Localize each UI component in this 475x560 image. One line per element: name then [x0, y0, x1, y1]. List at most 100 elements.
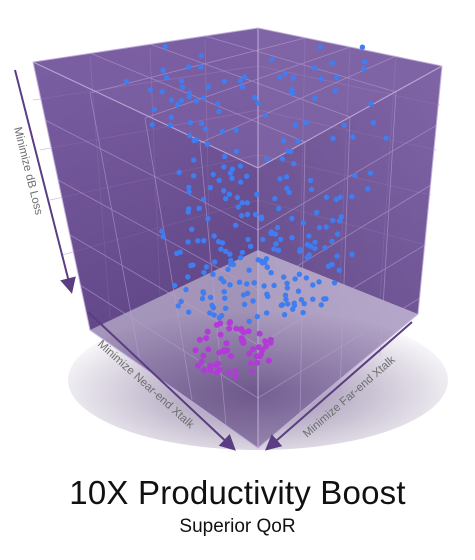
data-point	[291, 160, 297, 167]
data-point	[368, 101, 374, 107]
data-point	[186, 189, 192, 195]
data-point	[207, 294, 214, 301]
data-point	[196, 205, 202, 211]
data-point	[225, 266, 231, 273]
data-point	[300, 309, 306, 316]
data-point	[262, 338, 269, 345]
data-point	[212, 259, 218, 265]
data-point	[310, 296, 316, 302]
data-point	[205, 84, 211, 90]
data-point	[285, 301, 291, 307]
data-point	[283, 296, 289, 303]
data-point	[307, 177, 314, 184]
data-point	[301, 301, 307, 307]
data-point	[246, 267, 252, 273]
data-point	[262, 112, 269, 119]
data-point	[280, 138, 287, 144]
data-point	[254, 313, 260, 320]
data-point	[337, 194, 343, 200]
data-point	[271, 246, 277, 252]
data-point	[200, 352, 207, 359]
data-point	[281, 274, 287, 280]
data-point	[219, 128, 226, 135]
data-point	[337, 218, 343, 224]
data-point	[237, 78, 244, 84]
data-point	[251, 280, 257, 286]
cube-data-points	[123, 43, 389, 380]
data-point	[174, 250, 180, 257]
data-point	[349, 251, 355, 257]
data-point	[180, 84, 186, 90]
data-point	[227, 170, 234, 176]
data-point	[272, 231, 279, 237]
data-point	[271, 282, 277, 289]
data-point	[191, 157, 197, 163]
data-point	[151, 106, 157, 113]
data-point	[223, 196, 229, 202]
data-point	[185, 274, 191, 280]
data-point	[198, 358, 205, 365]
data-point	[292, 276, 298, 282]
data-point	[279, 156, 285, 162]
data-point	[227, 319, 234, 326]
data-point	[227, 261, 234, 267]
data-point	[349, 193, 355, 200]
data-point	[298, 297, 305, 303]
data-point	[193, 137, 200, 143]
data-point	[265, 357, 272, 364]
data-point	[350, 134, 356, 140]
axis-arrow-far-end	[264, 321, 413, 451]
axis-arrow-vertical	[14, 69, 76, 294]
data-point	[252, 211, 259, 218]
data-point	[310, 282, 316, 288]
data-point	[303, 275, 309, 281]
data-point	[221, 188, 227, 194]
data-point	[201, 196, 207, 203]
data-point	[290, 75, 297, 81]
data-point	[329, 238, 335, 244]
data-point	[239, 249, 246, 256]
data-point	[282, 292, 289, 298]
data-point	[226, 191, 233, 197]
data-point	[160, 234, 166, 240]
data-point	[269, 56, 275, 62]
data-point	[275, 247, 282, 253]
data-point	[277, 176, 283, 182]
data-point	[289, 86, 295, 93]
data-point	[198, 53, 204, 59]
data-point	[218, 276, 224, 282]
data-point	[316, 224, 323, 231]
data-point	[361, 66, 367, 72]
data-point	[216, 349, 223, 356]
data-point	[237, 255, 244, 261]
data-point	[245, 328, 252, 335]
data-point	[207, 367, 214, 374]
data-point	[311, 65, 318, 71]
data-point	[227, 353, 234, 360]
data-point	[221, 153, 228, 160]
data-point	[277, 74, 283, 80]
data-point	[296, 271, 303, 277]
data-point	[195, 238, 201, 244]
data-point	[303, 120, 309, 126]
data-point	[204, 141, 211, 147]
data-point	[193, 98, 199, 104]
data-point	[333, 74, 340, 81]
data-point	[233, 222, 239, 228]
data-point	[186, 90, 193, 96]
data-point	[159, 228, 165, 234]
data-point	[283, 174, 290, 180]
data-point	[286, 189, 292, 196]
data-point	[198, 64, 204, 70]
data-point	[159, 89, 165, 95]
data-point	[263, 256, 270, 262]
data-point	[322, 245, 328, 251]
axis-label-vertical: Minimize dB Loss	[11, 126, 45, 217]
data-point	[245, 236, 251, 243]
data-point	[233, 325, 240, 332]
subheadline: Superior QoR	[179, 516, 296, 537]
data-point	[295, 288, 302, 294]
data-point	[312, 95, 318, 102]
data-point	[250, 346, 256, 353]
data-point	[205, 346, 212, 353]
